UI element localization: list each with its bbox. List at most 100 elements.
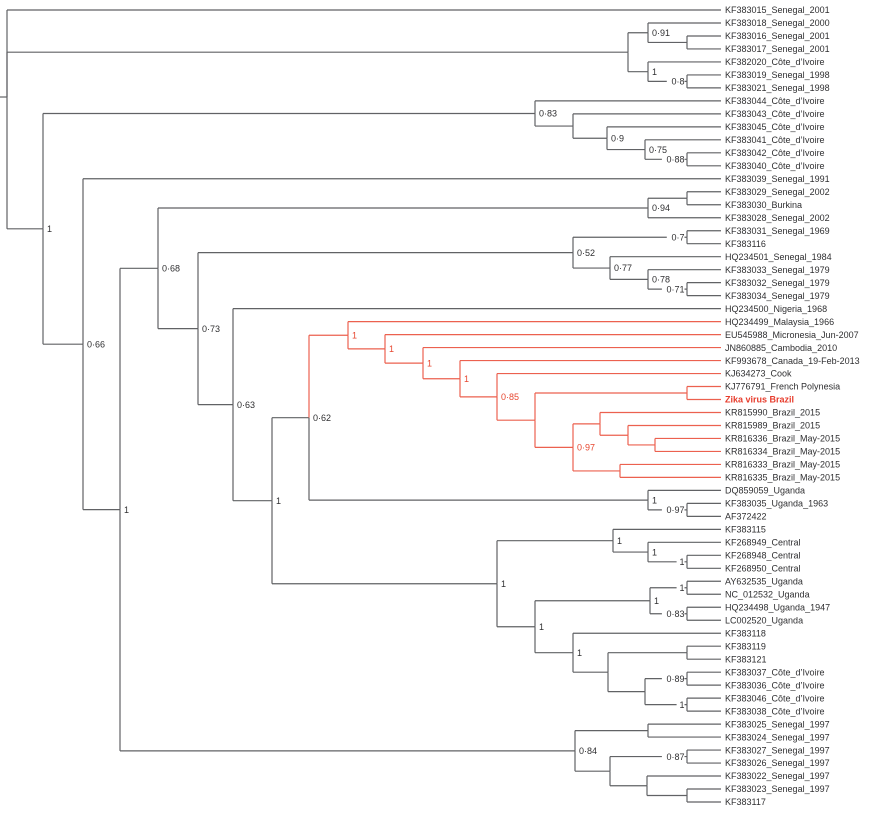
tip-label: KF383046_Côte_d’Ivoire (725, 693, 825, 703)
support-label: 0·52 (577, 248, 595, 258)
tip-label: KF383026_Senegal_1997 (725, 758, 830, 768)
label-mask (85, 339, 109, 349)
tip-label: KF383043_Côte_d’Ivoire (725, 109, 825, 119)
support-label: 0·78 (652, 275, 670, 285)
label-mask (723, 329, 864, 340)
label-mask (723, 771, 830, 781)
tip-label: KR815989_Brazil_2015 (725, 421, 820, 431)
tip-label: KF383017_Senegal_2001 (725, 44, 830, 54)
support-label: 1 (652, 495, 657, 505)
label-mask (537, 621, 546, 632)
support-label: 0·71 (666, 284, 684, 294)
label-mask (723, 109, 835, 119)
support-label: 0·83 (666, 609, 684, 619)
label-mask (647, 144, 671, 155)
tip-label: KF383116 (725, 239, 766, 249)
label-mask (723, 161, 835, 171)
label-mask (661, 154, 685, 165)
label-mask (723, 394, 810, 405)
tip-label: HQ234501_Senegal_1984 (725, 252, 832, 262)
label-mask (425, 358, 434, 368)
tip-label: KR816334_Brazil_May-2015 (725, 447, 840, 457)
label-mask (723, 667, 835, 677)
label-mask (661, 284, 685, 294)
support-label: 0·63 (237, 400, 255, 410)
label-mask (609, 133, 628, 144)
label-mask (723, 135, 835, 145)
label-mask (723, 57, 835, 67)
label-mask (499, 392, 523, 402)
label-mask (723, 550, 805, 561)
label-mask (723, 680, 835, 690)
support-label: 0·89 (666, 674, 684, 684)
label-mask (676, 582, 685, 593)
tip-label: KF383117 (725, 797, 766, 807)
tip-label: KF383027_Senegal_1997 (725, 745, 830, 755)
support-label: 1 (652, 547, 657, 557)
label-mask (723, 641, 766, 651)
support-label: 1 (464, 374, 469, 384)
label-mask (652, 595, 661, 606)
label-mask (311, 412, 335, 423)
label-mask (723, 212, 830, 223)
label-mask (723, 472, 845, 483)
label-mask (723, 758, 830, 768)
label-mask (723, 433, 845, 444)
tip-label: KR816336_Brazil_May-2015 (725, 434, 840, 444)
tip-label: KF383032_Senegal_1979 (725, 278, 830, 288)
label-mask (723, 446, 845, 457)
label-mask (612, 263, 636, 273)
support-label: 0·91 (652, 28, 670, 38)
tip-label: KF383018_Senegal_2000 (725, 18, 830, 28)
label-mask (723, 186, 830, 197)
tip-label: HQ234498_Uganda_1947 (725, 602, 830, 612)
support-label: 1 (577, 648, 582, 658)
label-mask (615, 535, 624, 546)
label-mask (160, 263, 184, 274)
label-mask (723, 290, 830, 301)
support-label: 0·87 (666, 752, 684, 762)
label-mask (723, 264, 830, 275)
support-label: 0·88 (666, 155, 684, 165)
label-mask (723, 225, 830, 236)
tip-label: KF383019_Senegal_1998 (725, 70, 830, 80)
support-label: 0·77 (614, 263, 632, 273)
support-label: 0·9 (611, 133, 624, 143)
label-mask (723, 511, 766, 522)
tip-label: KF383121 (725, 654, 767, 664)
label-mask (723, 563, 805, 574)
label-mask (575, 442, 599, 453)
label-mask (723, 784, 830, 794)
label-mask (650, 274, 674, 285)
tip-label: KF383025_Senegal_1997 (725, 719, 830, 729)
label-mask (723, 706, 835, 716)
label-mask (45, 224, 54, 234)
support-label: 0·62 (313, 413, 331, 423)
label-mask (274, 495, 283, 506)
label-mask (723, 83, 830, 93)
support-label: 1 (679, 583, 684, 593)
label-mask (723, 407, 825, 418)
label-mask (723, 602, 825, 613)
tip-label: KF383022_Senegal_1997 (725, 771, 830, 781)
tip-label: KF993678_Canada_19-Feb-2013 (725, 356, 860, 366)
tip-label: KF383115 (725, 525, 766, 535)
label-mask (723, 498, 825, 509)
support-label: 1 (276, 496, 281, 506)
tip-label: KF383037_Côte_d’Ivoire (725, 667, 825, 677)
label-mask (575, 247, 599, 258)
support-label: 0·73 (202, 324, 220, 334)
label-mask (723, 18, 830, 28)
tip-label: KJ634273_Cook (725, 369, 792, 379)
tip-label: KF383021_Senegal_1998 (725, 83, 830, 93)
tip-label: KF383024_Senegal_1997 (725, 732, 830, 742)
tip-label: KF383036_Côte_d’Ivoire (725, 680, 825, 690)
label-mask (650, 66, 659, 77)
support-label: 0·68 (162, 264, 180, 274)
label-mask (666, 76, 685, 87)
tip-label: KF383034_Senegal_1979 (725, 291, 830, 301)
label-mask (235, 399, 259, 410)
tip-label: KF383030_Burkina (725, 200, 802, 210)
tip-label: DQ859059_Uganda (725, 486, 805, 496)
